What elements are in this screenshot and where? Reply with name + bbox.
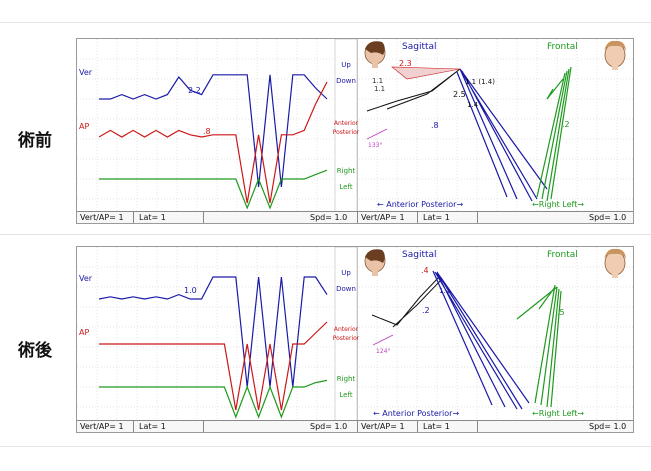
trace-ver [98, 276, 328, 388]
status-vert-ap: Vert/AP= 1 [80, 213, 124, 222]
status-lat-right: Lat= 1 [423, 213, 450, 222]
label-ver: Ver [79, 68, 93, 77]
marker-ap: .8 [203, 127, 211, 136]
label-after: 術後 [18, 341, 52, 361]
sagittal-angle: 124° [376, 348, 390, 355]
trace-lat [99, 169, 328, 210]
direction-column [334, 39, 358, 212]
direction-left: Left [339, 183, 352, 191]
marker-vertical: 2.2 [188, 86, 201, 95]
sagittal-axis-label: ← Anterior Posterior→ [373, 409, 459, 418]
status-spd-right: Spd= 1.0 [589, 213, 627, 222]
direction-up: Up [341, 269, 351, 277]
status-vert-ap-right: Vert/AP= 1 [361, 213, 405, 222]
label-ap: AP [79, 328, 89, 337]
sagittal-black-path [371, 276, 443, 328]
status-vert-ap-right: Vert/AP= 1 [361, 422, 405, 431]
frontal-green-path [516, 284, 562, 408]
trace-ver [99, 74, 328, 188]
direction-down: Down [336, 285, 356, 293]
time-traces [98, 276, 328, 419]
direction-right: Right [337, 375, 356, 383]
panel-after-canvas: Ver AP 1.0 Up Down Anterior Posterior Ri… [77, 247, 633, 421]
sagittal-angle-marker [366, 128, 388, 140]
sagittal-plot [371, 270, 530, 410]
status-lat: Lat= 1 [139, 213, 166, 222]
direction-posterior: Posterior [333, 335, 360, 342]
panel-before-canvas: Ver AP 2.2 .8 Up Down Anterior Posterior… [77, 39, 633, 212]
direction-left: Left [339, 391, 352, 399]
status-vert-ap: Vert/AP= 1 [80, 422, 124, 431]
sagittal-value-5: 1.4 [467, 101, 479, 109]
top-divider [0, 22, 651, 23]
status-lat: Lat= 1 [139, 422, 166, 431]
trace-ap [98, 81, 328, 204]
sagittal-blue-path [432, 270, 530, 410]
sagittal-value-7: 1.1 [374, 85, 385, 93]
frontal-value-1: .5 [557, 308, 565, 317]
sagittal-value-2: 1.1 [439, 287, 450, 295]
head-front-icon [604, 248, 626, 278]
direction-up: Up [341, 61, 351, 69]
sagittal-angle-marker [372, 334, 394, 346]
frontal-green-path [536, 66, 572, 202]
sagittal-axis-label: ← Anterior Posterior→ [377, 200, 463, 209]
label-before: 術前 [18, 131, 52, 151]
frontal-plot [536, 66, 572, 202]
status-bar-before: Vert/AP= 1 Lat= 1 Spd= 1.0 Vert/AP= 1 La… [77, 211, 633, 223]
status-bar-after: Vert/AP= 1 Lat= 1 Spd= 1.0 Vert/AP= 1 La… [77, 420, 633, 432]
sagittal-value-1: 2.3 [399, 59, 412, 68]
direction-posterior: Posterior [333, 129, 360, 136]
middle-divider [0, 234, 651, 235]
direction-anterior: Anterior [334, 120, 359, 127]
sagittal-value-3: 1.1 (1.4) [465, 78, 495, 86]
frontal-plot [516, 284, 562, 408]
sagittal-red-triangle [391, 66, 461, 80]
sagittal-value-1: .4 [421, 266, 429, 275]
head-side-icon [364, 41, 386, 68]
status-spd-right: Spd= 1.0 [589, 422, 627, 431]
status-lat-right: Lat= 1 [423, 422, 450, 431]
head-front-icon [604, 40, 626, 70]
sagittal-title: Sagittal [402, 250, 437, 260]
time-traces [98, 74, 328, 210]
sagittal-plot [366, 66, 548, 202]
marker-vertical: 1.0 [184, 286, 197, 295]
sagittal-title: Sagittal [402, 42, 437, 52]
direction-anterior: Anterior [334, 326, 359, 333]
frontal-value-1: .2 [562, 120, 570, 129]
label-ver: Ver [79, 274, 93, 283]
sagittal-black-path [366, 68, 461, 112]
sagittal-blue-path [456, 68, 548, 202]
frontal-axis-label: ←Right Left→ [532, 200, 584, 209]
sagittal-value-3: .2 [422, 306, 430, 315]
sagittal-value-2: 1.1 [372, 77, 383, 85]
trace-lat [99, 379, 328, 419]
sagittal-angle: 133° [368, 142, 382, 149]
frontal-title: Frontal [547, 42, 578, 52]
bottom-divider [0, 446, 651, 447]
head-side-icon [364, 249, 386, 276]
label-ap: AP [79, 122, 89, 131]
frontal-title: Frontal [547, 250, 578, 260]
status-spd-left: Spd= 1.0 [310, 213, 348, 222]
sagittal-value-4: 2.5 [453, 90, 466, 99]
sagittal-value-6: .8 [431, 121, 439, 130]
direction-right: Right [337, 167, 356, 175]
frontal-axis-label: ←Right Left→ [532, 409, 584, 418]
direction-column [334, 247, 358, 421]
panel-after: Ver AP 1.0 Up Down Anterior Posterior Ri… [76, 246, 634, 433]
trace-ap [99, 321, 328, 411]
panel-before: Ver AP 2.2 .8 Up Down Anterior Posterior… [76, 38, 634, 224]
direction-down: Down [336, 77, 356, 85]
status-spd-left: Spd= 1.0 [310, 422, 348, 431]
